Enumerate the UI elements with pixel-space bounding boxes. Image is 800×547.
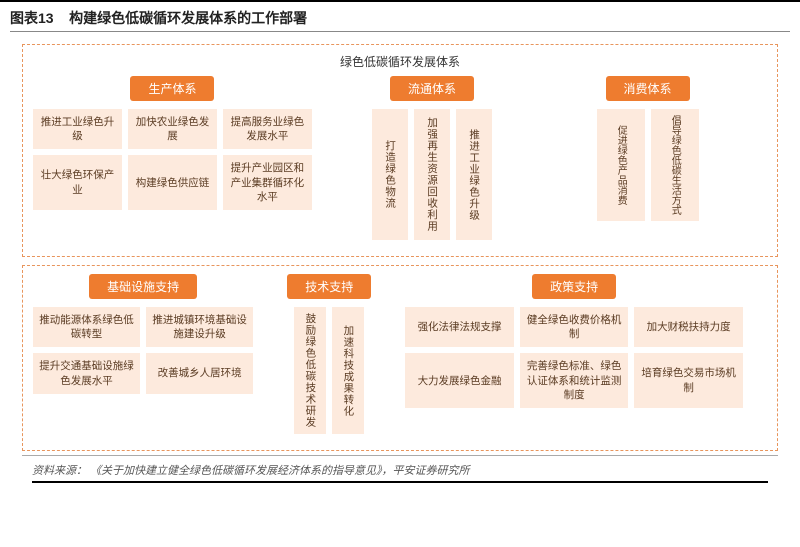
- prod-box: 提升产业园区和产业集群循环化水平: [223, 155, 312, 210]
- infra-box: 推动能源体系绿色低碳转型: [33, 307, 140, 347]
- prod-box: 构建绿色供应链: [128, 155, 217, 210]
- footer-divider: [32, 481, 768, 483]
- source-line: 资料来源： 《关于加快建立健全绿色低碳循环发展经济体系的指导意见》，平安证券研究…: [22, 455, 778, 483]
- source-label: 资料来源：: [32, 465, 87, 477]
- infra-box: 提升交通基础设施绿色发展水平: [33, 353, 140, 393]
- cons-box: 倡导绿色低碳生活方式: [651, 109, 699, 221]
- root-title: 绿色低碳循环发展体系: [33, 53, 767, 70]
- col-tech: 技术支持 鼓励绿色低碳技术研发 加速科技成果转化: [263, 274, 395, 440]
- header-divider: [10, 31, 790, 32]
- pill-production: 生产体系: [130, 76, 214, 101]
- bottom-panel: 基础设施支持 推动能源体系绿色低碳转型 推进城镇环境基础设施建设升级 提升交通基…: [22, 265, 778, 451]
- cons-box: 促进绿色产品消费: [597, 109, 645, 221]
- col-production: 生产体系 推进工业绿色升级 加快农业绿色发展 提高服务业绿色发展水平 壮大绿色环…: [33, 76, 312, 216]
- policy-box: 强化法律法规支撑: [405, 307, 514, 347]
- prod-box: 推进工业绿色升级: [33, 109, 122, 149]
- chart-title: 构建绿色低碳循环发展体系的工作部署: [69, 10, 307, 26]
- circ-box: 推进工业绿色升级: [456, 109, 492, 240]
- pill-consumption: 消费体系: [606, 76, 690, 101]
- policy-box: 完善绿色标准、绿色认证体系和统计监测制度: [520, 353, 629, 408]
- pill-policy: 政策支持: [532, 274, 616, 299]
- diagram-canvas: 绿色低碳循环发展体系 生产体系 推进工业绿色升级 加快农业绿色发展 提高服务业绿…: [0, 36, 800, 451]
- pill-circulation: 流通体系: [390, 76, 474, 101]
- fig-label: 图表13: [10, 10, 54, 26]
- prod-box: 加快农业绿色发展: [128, 109, 217, 149]
- policy-box: 培育绿色交易市场机制: [634, 353, 743, 408]
- infra-box: 改善城乡人居环境: [146, 353, 253, 393]
- circ-box: 打造绿色物流: [372, 109, 408, 240]
- pill-tech: 技术支持: [287, 274, 371, 299]
- policy-box: 大力发展绿色金融: [405, 353, 514, 408]
- col-infra: 基础设施支持 推动能源体系绿色低碳转型 推进城镇环境基础设施建设升级 提升交通基…: [33, 274, 253, 400]
- chart-header: 图表13 构建绿色低碳循环发展体系的工作部署: [0, 0, 800, 36]
- tech-box: 加速科技成果转化: [332, 307, 364, 434]
- policy-box: 健全绿色收费价格机制: [520, 307, 629, 347]
- top-panel: 绿色低碳循环发展体系 生产体系 推进工业绿色升级 加快农业绿色发展 提高服务业绿…: [22, 44, 778, 257]
- pill-infra: 基础设施支持: [89, 274, 197, 299]
- prod-box: 提高服务业绿色发展水平: [223, 109, 312, 149]
- infra-box: 推进城镇环境基础设施建设升级: [146, 307, 253, 347]
- col-circulation: 流通体系 打造绿色物流 加强再生资源回收利用 推进工业绿色升级: [322, 76, 542, 246]
- circ-box: 加强再生资源回收利用: [414, 109, 450, 240]
- prod-box: 壮大绿色环保产业: [33, 155, 122, 210]
- tech-box: 鼓励绿色低碳技术研发: [294, 307, 326, 434]
- policy-box: 加大财税扶持力度: [634, 307, 743, 347]
- source-text: 《关于加快建立健全绿色低碳循环发展经济体系的指导意见》，平安证券研究所: [90, 465, 470, 477]
- col-consumption: 消费体系 促进绿色产品消费 倡导绿色低碳生活方式: [552, 76, 743, 227]
- col-policy: 政策支持 强化法律法规支撑 健全绿色收费价格机制 加大财税扶持力度 大力发展绿色…: [405, 274, 743, 414]
